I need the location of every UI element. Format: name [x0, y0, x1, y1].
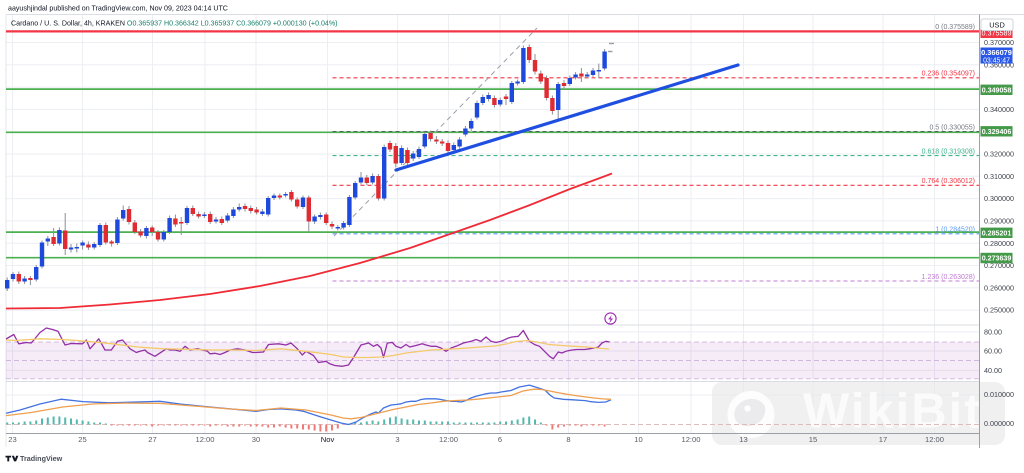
svg-text:1 (0.284520): 1 (0.284520) — [935, 227, 975, 234]
svg-text:0.260000: 0.260000 — [984, 283, 1014, 292]
svg-text:0.618 (0.319308): 0.618 (0.319308) — [922, 149, 975, 156]
svg-text:27: 27 — [148, 435, 156, 444]
svg-text:0.375589: 0.375589 — [982, 28, 1012, 37]
svg-text:0.340000: 0.340000 — [984, 105, 1014, 114]
svg-text:0.280000: 0.280000 — [984, 239, 1014, 248]
svg-text:17: 17 — [879, 435, 887, 444]
svg-text:15: 15 — [809, 435, 817, 444]
svg-text:USD: USD — [989, 21, 1005, 30]
svg-text:10: 10 — [634, 435, 642, 444]
svg-text:Cardano / U. S. Dollar, 4h, KR: Cardano / U. S. Dollar, 4h, KRAKEN O0.36… — [11, 19, 338, 27]
svg-text:0.366079: 0.366079 — [981, 48, 1012, 57]
svg-text:40.00: 40.00 — [984, 366, 1002, 375]
svg-text:80.00: 80.00 — [984, 328, 1002, 337]
svg-text:TradingView: TradingView — [20, 454, 63, 463]
svg-text:WikiBit: WikiBit — [803, 385, 983, 439]
svg-text:8: 8 — [566, 435, 570, 444]
svg-text:0.5 (0.330055): 0.5 (0.330055) — [929, 124, 975, 131]
svg-text:1.236 (0.263028): 1.236 (0.263028) — [922, 274, 975, 281]
svg-text:0.290000: 0.290000 — [984, 217, 1014, 226]
svg-text:0.250000: 0.250000 — [984, 306, 1014, 315]
svg-text:0.236 (0.354097): 0.236 (0.354097) — [922, 71, 975, 78]
svg-text:12:00: 12:00 — [681, 435, 700, 444]
svg-text:12:00: 12:00 — [925, 435, 944, 444]
svg-text:6: 6 — [498, 435, 502, 444]
svg-text:0 (0.375589): 0 (0.375589) — [935, 24, 975, 31]
svg-text:3: 3 — [395, 435, 399, 444]
svg-text:0.000000: 0.000000 — [984, 419, 1014, 428]
svg-text:0.329406: 0.329406 — [982, 128, 1012, 136]
svg-text:0.273639: 0.273639 — [982, 255, 1012, 263]
svg-text:aayushjindal published on Trad: aayushjindal published on TradingView.co… — [8, 4, 228, 12]
svg-text:0.285201: 0.285201 — [982, 230, 1012, 238]
svg-text:03:45:47: 03:45:47 — [983, 57, 1010, 64]
svg-text:0.010000: 0.010000 — [984, 390, 1014, 399]
svg-text:0.370000: 0.370000 — [984, 38, 1014, 47]
svg-text:0.300000: 0.300000 — [984, 194, 1014, 203]
svg-text:13: 13 — [739, 435, 747, 444]
svg-text:0.270000: 0.270000 — [984, 261, 1014, 270]
svg-text:60.00: 60.00 — [984, 347, 1002, 356]
svg-text:23: 23 — [8, 435, 16, 444]
svg-text:25: 25 — [78, 435, 86, 444]
svg-text:0.349058: 0.349058 — [982, 87, 1012, 95]
svg-text:Nov: Nov — [321, 435, 335, 444]
svg-text:0.764 (0.306012): 0.764 (0.306012) — [922, 178, 975, 185]
svg-text:12:00: 12:00 — [195, 435, 214, 444]
svg-text:12:00: 12:00 — [439, 435, 458, 444]
svg-text:30: 30 — [252, 435, 260, 444]
svg-text:0.360000: 0.360000 — [984, 60, 1014, 69]
svg-text:0.320000: 0.320000 — [984, 150, 1014, 159]
svg-text:0.310000: 0.310000 — [984, 172, 1014, 181]
